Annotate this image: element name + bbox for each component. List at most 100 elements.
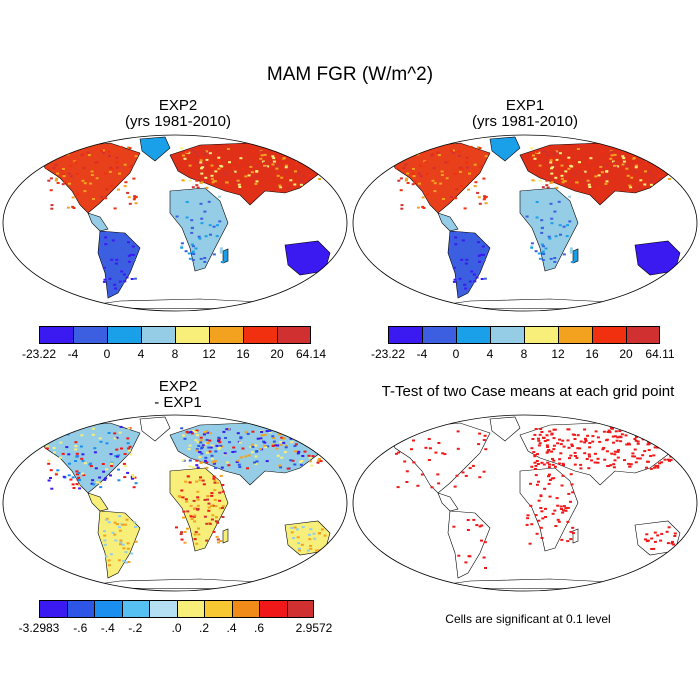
grid-cell: [212, 460, 216, 463]
grid-cell: [560, 484, 564, 487]
grid-cell: [186, 475, 190, 478]
grid-cell: [316, 461, 320, 464]
grid-cell: [583, 441, 587, 444]
grid-cell: [188, 164, 192, 167]
grid-cell: [530, 245, 534, 248]
grid-cell: [127, 561, 131, 563]
grid-cell: [316, 439, 319, 442]
colorbar-diff-swatch: [231, 600, 259, 618]
grid-cell: [198, 176, 202, 179]
grid-cell: [613, 161, 617, 164]
grid-cell: [482, 470, 486, 473]
grid-cell: [254, 444, 258, 447]
grid-cell: [484, 155, 488, 158]
grid-cell: [663, 447, 667, 450]
grid-cell: [186, 510, 190, 513]
grid-cell: [420, 473, 424, 476]
grid-cell: [124, 561, 128, 564]
grid-cell: [593, 452, 597, 455]
grid-cell: [280, 176, 284, 179]
grid-cell: [569, 249, 573, 252]
grid-cell: [103, 478, 107, 481]
grid-cell: [204, 176, 208, 179]
grid-cell: [478, 476, 482, 479]
grid-cell: [205, 539, 209, 542]
grid-cell: [238, 186, 242, 188]
grid-cell: [671, 540, 674, 543]
grid-cell: [596, 187, 599, 190]
grid-cell: [123, 163, 127, 166]
grid-cell: [611, 427, 614, 430]
colorbar-diff-label: -.6: [73, 621, 88, 635]
grid-cell: [92, 198, 95, 200]
grid-cell: [609, 157, 613, 160]
grid-cell: [199, 181, 203, 184]
grid-cell: [531, 179, 535, 182]
continent-greenland: [489, 416, 521, 442]
grid-cell: [464, 262, 468, 265]
grid-cell: [559, 452, 563, 455]
grid-cell: [201, 444, 205, 447]
grid-cell: [549, 257, 553, 260]
grid-cell: [75, 470, 79, 473]
grid-cell: [532, 154, 535, 157]
grid-cell: [194, 247, 198, 250]
grid-cell: [216, 224, 219, 227]
grid-cell: [555, 158, 559, 161]
map-border: [2, 134, 348, 312]
grid-cell: [210, 164, 214, 167]
grid-cell: [278, 427, 282, 430]
grid-cell: [218, 446, 222, 449]
grid-cell: [75, 452, 79, 455]
grid-cell: [203, 431, 207, 434]
grid-cell: [205, 186, 209, 189]
grid-cell: [119, 145, 123, 148]
grid-cell: [458, 166, 462, 169]
continent-australia: [284, 240, 331, 276]
grid-cell: [279, 441, 283, 444]
grid-cell: [239, 456, 243, 459]
grid-cell: [53, 451, 56, 454]
grid-cell: [227, 464, 231, 467]
grid-cell: [205, 461, 209, 464]
grid-cell: [118, 515, 122, 518]
grid-cell: [103, 278, 107, 281]
grid-cell: [177, 200, 181, 203]
grid-cell: [227, 184, 231, 187]
grid-cell: [82, 474, 86, 477]
grid-cell: [205, 466, 209, 469]
grid-cell: [436, 473, 440, 476]
grid-cell: [264, 446, 268, 449]
grid-cell: [303, 152, 307, 155]
grid-cell: [463, 207, 467, 210]
grid-cell: [117, 454, 121, 457]
grid-cell: [412, 175, 416, 178]
grid-cell: [250, 171, 254, 174]
grid-cell: [280, 428, 284, 431]
grid-cell: [616, 450, 620, 453]
continent-namerica: [389, 142, 491, 214]
grid-cell: [466, 519, 470, 521]
grid-cell: [310, 464, 314, 467]
grid-cell: [540, 461, 544, 464]
panel-exp2-title-line1: EXP2: [158, 97, 198, 114]
grid-cell: [549, 159, 553, 162]
grid-cell: [194, 151, 198, 154]
grid-cell: [122, 462, 126, 465]
grid-cell: [666, 433, 670, 436]
grid-cell: [307, 454, 311, 457]
grid-cell: [275, 167, 279, 170]
grid-cell: [123, 280, 127, 283]
grid-cell: [561, 181, 565, 184]
grid-cell: [209, 233, 212, 236]
grid-cell: [109, 474, 112, 477]
grid-cell: [603, 458, 607, 461]
grid-cell: [107, 559, 111, 562]
colorbar-exp1-label: -23.22: [370, 347, 406, 361]
grid-cell: [547, 482, 551, 485]
grid-cell: [301, 153, 305, 156]
grid-cell: [416, 206, 420, 209]
grid-cell: [220, 466, 224, 469]
colorbar-exp1-label: 4: [486, 347, 494, 361]
grid-cell: [199, 439, 203, 442]
